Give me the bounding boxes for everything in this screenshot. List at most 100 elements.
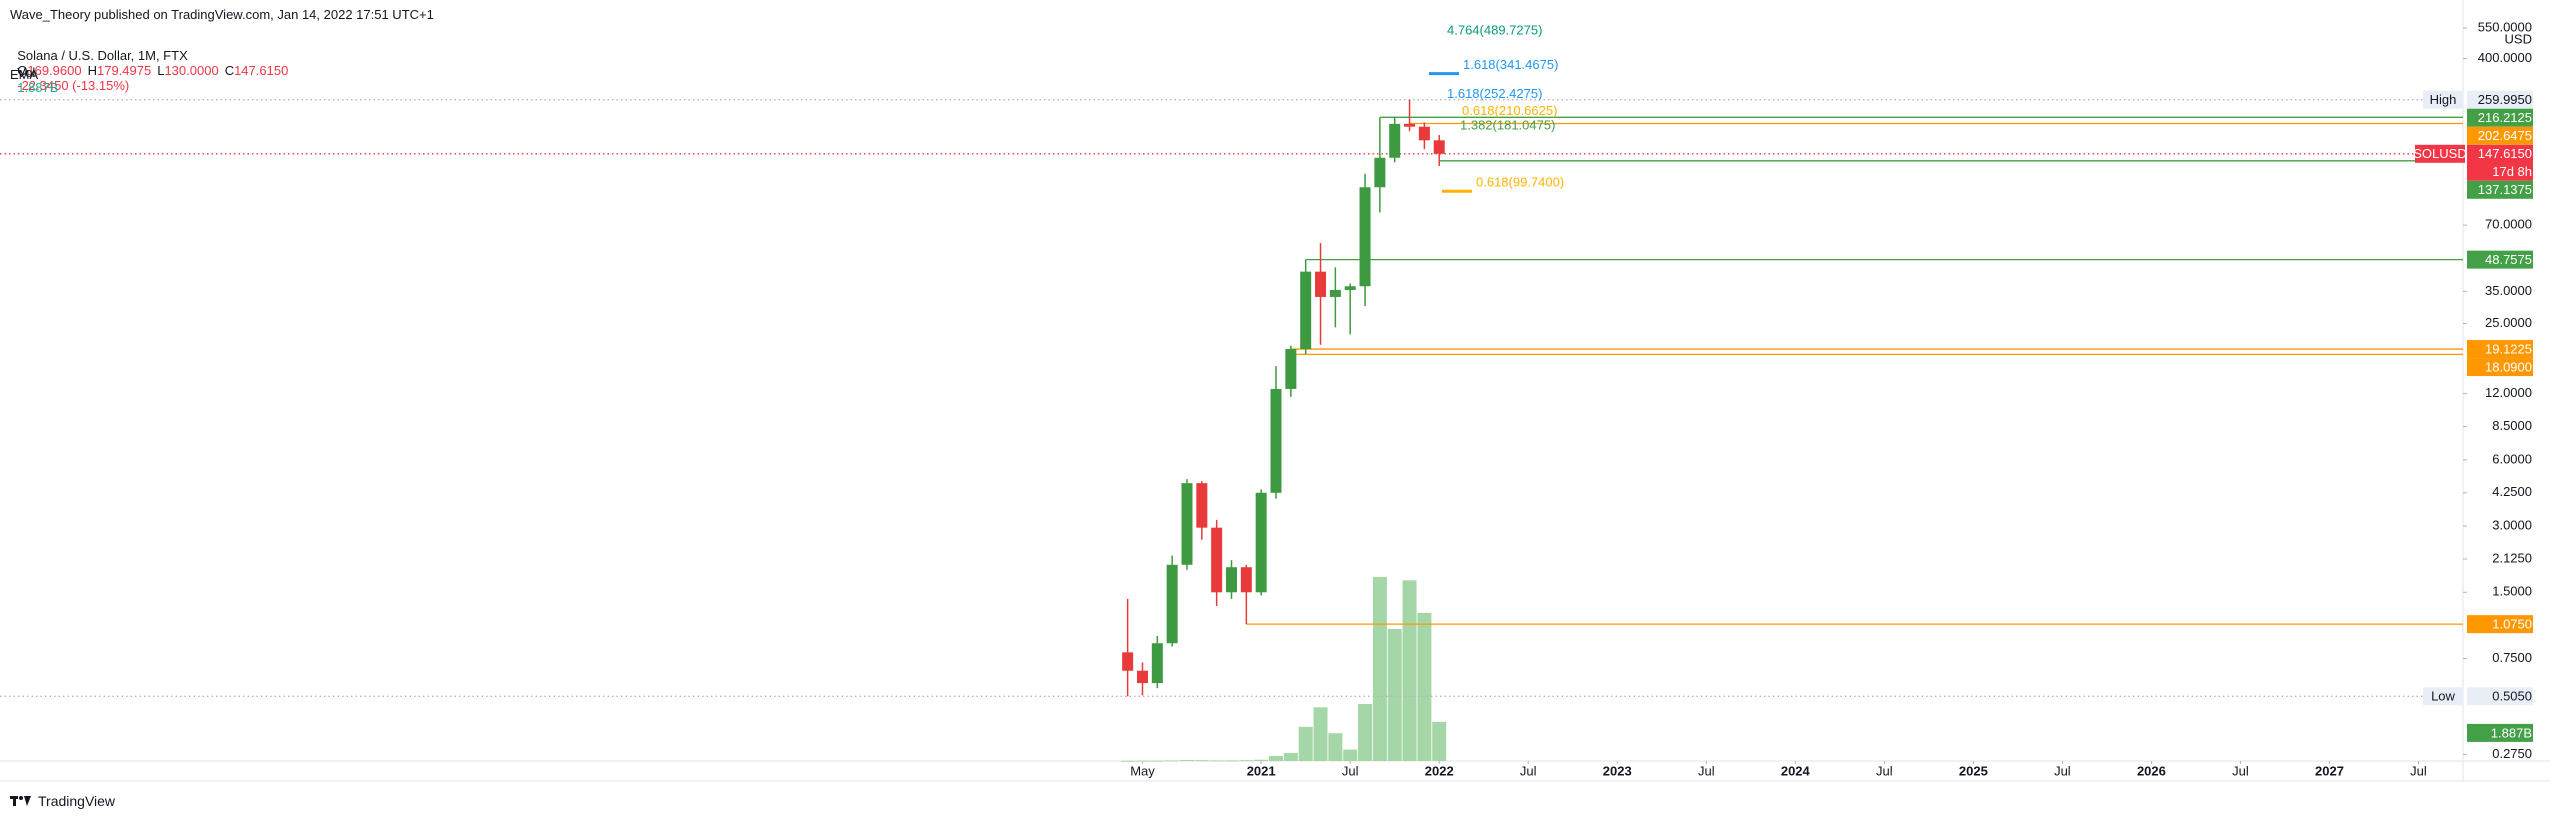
level-name: Low	[2431, 689, 2455, 704]
price-tag	[2467, 180, 2533, 199]
volume-bar	[1269, 756, 1284, 761]
volume-bar	[1209, 760, 1224, 762]
candle-body	[1300, 271, 1312, 350]
volume-bar	[1358, 704, 1373, 761]
ohlc-value: 147.6150	[234, 63, 289, 78]
volume-tag-label: 1.887B	[2491, 725, 2532, 740]
volume-bar	[1417, 612, 1432, 761]
y-tick-label: 35.0000	[2485, 283, 2532, 298]
fib-label: 0.618(99.7400)	[1476, 175, 1564, 190]
ohlc-item: C147.6150	[225, 63, 289, 78]
price-tag	[2467, 358, 2533, 377]
y-tick-label: 2.1250	[2492, 550, 2532, 565]
chart: 550.0000 400.0000 70.0000 35.0000 25.0000 12.…	[0, 0, 2550, 782]
volume-bar	[1150, 760, 1165, 762]
volume-bar	[1328, 733, 1343, 761]
candle-body	[1211, 527, 1223, 593]
candle-body	[1270, 388, 1282, 493]
candle-body	[1404, 123, 1416, 127]
y-tick-label: 550.0000	[2478, 20, 2532, 35]
price-tag	[2467, 250, 2533, 269]
volume-bar	[1224, 760, 1239, 762]
candle-body	[1433, 140, 1445, 154]
price-tag-label: 216.2125	[2478, 110, 2532, 125]
candle-body	[1418, 126, 1430, 141]
x-tick-label: Jul	[2054, 763, 2071, 778]
candle-body	[1344, 286, 1356, 290]
volume-bar	[1179, 759, 1194, 761]
volume-bar	[1298, 726, 1313, 761]
logo	[10, 796, 31, 806]
candle-body	[1315, 271, 1327, 297]
footer: TradingView	[10, 793, 115, 809]
ohlc-key: L	[157, 63, 165, 78]
price-tag-label: 18.0900	[2485, 360, 2532, 375]
fib-label: 1.618(341.4675)	[1463, 57, 1558, 72]
level-name: High	[2430, 92, 2457, 107]
price-tag	[2467, 108, 2533, 127]
ohlc-item: H179.4975	[88, 63, 152, 78]
x-tick-label: Jul	[1520, 763, 1537, 778]
price-tag-label: 147.6150	[2478, 146, 2532, 161]
candle-body	[1166, 564, 1178, 644]
ohlc-key: O	[17, 63, 28, 78]
volume-bar	[1239, 760, 1254, 762]
fib-label: 1.382(181.0475)	[1460, 118, 1555, 133]
volume-bar	[1165, 760, 1180, 762]
candle-body	[1240, 567, 1252, 593]
x-tick-label: 2025	[1959, 763, 1988, 778]
symbol-label: SOLUSD	[2413, 146, 2466, 161]
x-tick-label: May	[1130, 763, 1155, 778]
candle-body	[1255, 492, 1267, 593]
candle-body	[1151, 643, 1163, 684]
x-tick-label: Jul	[2232, 763, 2249, 778]
volume-bar	[1313, 707, 1328, 761]
x-tick-label: 2024	[1781, 763, 1811, 778]
price-tag-label: 1.0750	[2492, 617, 2532, 632]
volume-tag	[2467, 723, 2533, 742]
candle-body	[1329, 289, 1341, 297]
x-tick-label: Jul	[1876, 763, 1893, 778]
volume-bar	[1283, 752, 1298, 761]
x-tick-label: Jul	[1698, 763, 1715, 778]
indicator: EMA	[10, 67, 39, 82]
y-tick-label: 70.0000	[2485, 217, 2532, 232]
price-tag-label: 19.1225	[2485, 342, 2532, 357]
symbol-tag	[2415, 144, 2465, 163]
y-tick-label: 4.2500	[2492, 484, 2532, 499]
fib-label: 0.618(210.6625)	[1462, 103, 1557, 118]
ohlc-value: 179.4975	[96, 63, 152, 78]
price-tag-label: 259.9950	[2478, 92, 2532, 107]
level-name-tag	[2423, 687, 2463, 706]
fib-label: 4.764(489.7275)	[1447, 23, 1542, 38]
volume-bar	[1254, 759, 1269, 761]
y-tick-label: 0.7500	[2492, 650, 2532, 665]
price-tag	[2467, 144, 2533, 181]
price-tag	[2467, 340, 2533, 359]
y-tick-label: 6.0000	[2492, 451, 2532, 466]
symbol: Solana / U.S. Dollar, 1M, FTX	[17, 48, 188, 63]
change: -22.3450 (-13.15%)	[17, 78, 130, 93]
y-tick-label: 12.0000	[2485, 385, 2532, 400]
volume-bar	[1402, 580, 1417, 761]
candle-body	[1122, 652, 1134, 671]
ohlc-value: 130.0000	[164, 63, 219, 78]
x-tick-label: Jul	[2410, 763, 2427, 778]
volume-bar	[1343, 749, 1358, 761]
price-tag	[2467, 90, 2533, 109]
candle-body	[1389, 123, 1401, 158]
y-tick-label: 8.5000	[2492, 418, 2532, 433]
volume-bar	[1135, 760, 1150, 762]
x-tick-label: Jul	[1342, 763, 1359, 778]
candle-body	[1226, 567, 1237, 593]
candle-body	[1359, 187, 1371, 287]
legend: Solana / U.S. Dollar, 1M, FTX O169.9600 H…	[10, 33, 294, 93]
y-tick-label: 3.0000	[2492, 517, 2532, 532]
ohlc-value: 169.9600	[27, 63, 82, 78]
candle-body	[1285, 349, 1297, 389]
ohlc-key: H	[87, 63, 97, 78]
x-tick-label: 2022	[1425, 763, 1454, 778]
candle-body	[1181, 483, 1193, 565]
x-tick-label: 2027	[2315, 763, 2344, 778]
price-tag	[2467, 687, 2533, 706]
